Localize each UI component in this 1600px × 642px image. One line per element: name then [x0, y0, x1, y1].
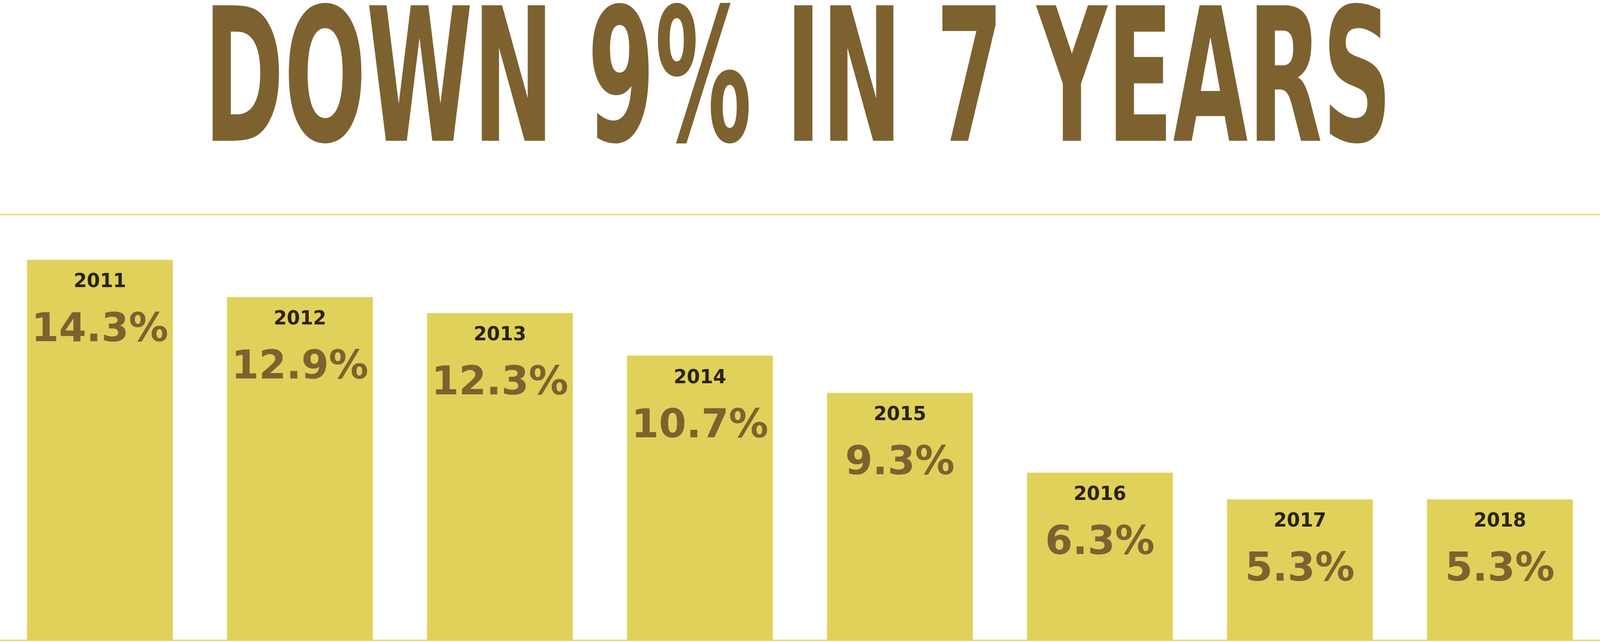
svg-text:9.3%: 9.3% [845, 437, 955, 484]
svg-text:2014: 2014 [673, 365, 726, 388]
svg-text:DOWN 9% IN 7 YEARS: DOWN 9% IN 7 YEARS [203, 0, 1392, 185]
svg-text:2012: 2012 [273, 306, 327, 329]
svg-text:2013: 2013 [473, 322, 526, 345]
svg-text:2017: 2017 [1273, 508, 1326, 531]
svg-text:12.3%: 12.3% [431, 357, 569, 404]
svg-text:2011: 2011 [73, 269, 127, 292]
svg-text:2018: 2018 [1473, 508, 1526, 531]
svg-text:6.3%: 6.3% [1045, 517, 1155, 564]
svg-text:12.9%: 12.9% [231, 341, 369, 388]
svg-text:14.3%: 14.3% [31, 304, 169, 351]
svg-text:10.7%: 10.7% [631, 400, 769, 447]
svg-text:5.3%: 5.3% [1445, 543, 1555, 590]
svg-text:2015: 2015 [873, 402, 927, 425]
svg-text:2016: 2016 [1073, 482, 1127, 505]
svg-text:5.3%: 5.3% [1245, 543, 1355, 590]
